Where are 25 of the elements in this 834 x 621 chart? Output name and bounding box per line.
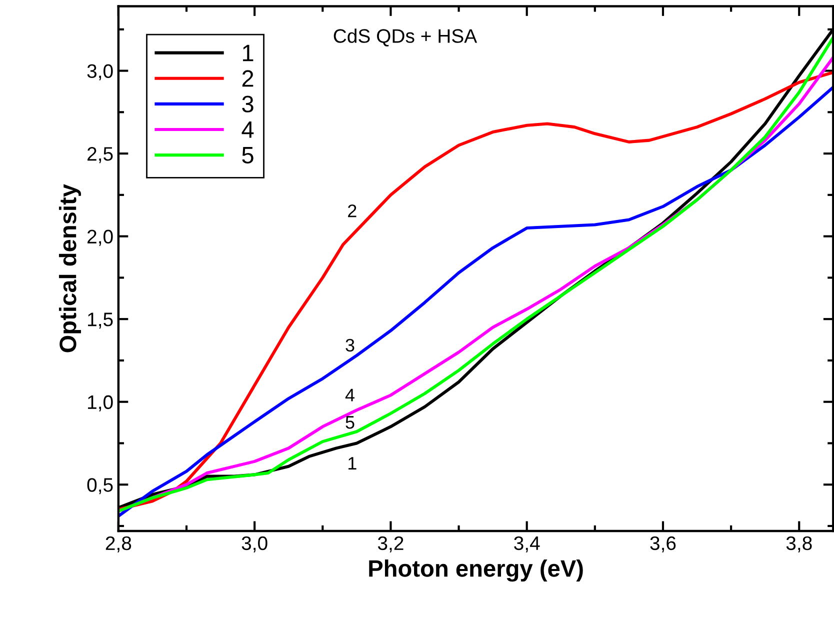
- x-tick-label: 3,2: [378, 536, 404, 552]
- x-tick-label: 3,0: [242, 536, 268, 552]
- annotation: 4: [345, 388, 354, 402]
- annotation: 5: [346, 416, 354, 429]
- y-tick-label: 1,5: [88, 312, 113, 329]
- annotation: 3: [346, 338, 354, 352]
- y-tick-label: 3,0: [87, 64, 113, 80]
- y-tick-label: 1,0: [88, 395, 113, 412]
- x-axis-title: Photon energy (eV): [369, 559, 583, 582]
- y-tick-label: 2,0: [88, 230, 113, 246]
- legend-label: 1: [243, 44, 254, 62]
- x-tick-label: 2,8: [106, 536, 132, 552]
- y-axis-title: Optical density: [58, 184, 81, 352]
- y-tick-label: 2,5: [88, 147, 113, 164]
- annotation: 1: [348, 457, 356, 470]
- x-tick-label: 3,6: [650, 536, 676, 552]
- legend-label: 4: [242, 122, 254, 138]
- annotation: 2: [348, 204, 356, 218]
- y-tick-label: 0,5: [87, 478, 113, 494]
- annotation: CdS QDs + HSA: [334, 28, 478, 46]
- x-tick-label: 3,4: [514, 536, 540, 552]
- legend-label: 3: [242, 96, 254, 112]
- legend-label: 5: [242, 147, 254, 164]
- x-tick-label: 3,8: [786, 536, 812, 552]
- legend-label: 2: [242, 70, 254, 87]
